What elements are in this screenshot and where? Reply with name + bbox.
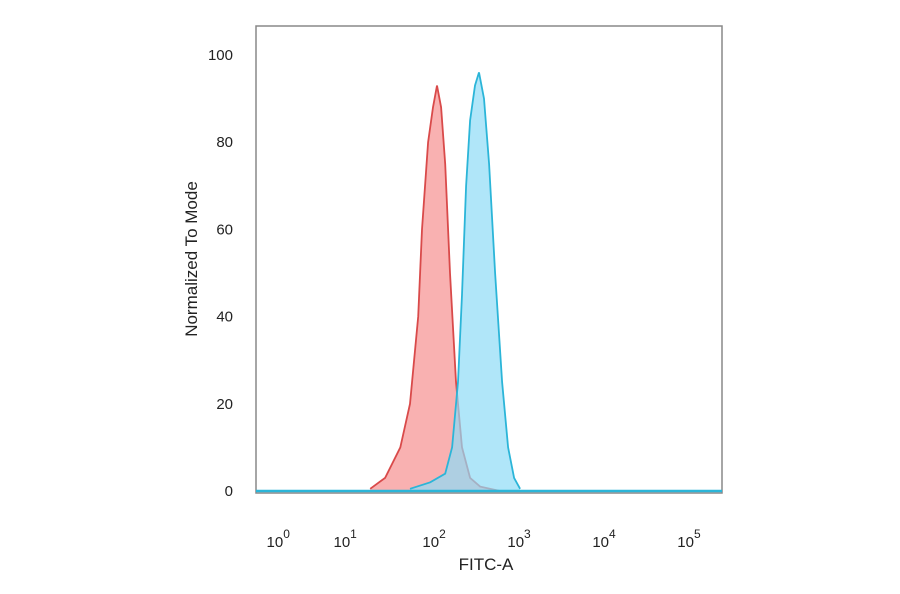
x-tick-label: 102 bbox=[422, 527, 446, 551]
y-tick-label: 60 bbox=[216, 221, 233, 238]
series-antibody-fill bbox=[410, 72, 521, 492]
y-tick-label: 40 bbox=[216, 309, 233, 326]
y-tick-label: 0 bbox=[225, 483, 233, 500]
x-tick-label: 104 bbox=[592, 527, 616, 551]
y-tick-label: 20 bbox=[216, 396, 233, 413]
x-tick-label: 101 bbox=[333, 527, 357, 551]
x-tick-label: 105 bbox=[677, 527, 701, 551]
series-antibody-line bbox=[409, 72, 521, 490]
series-control-fill bbox=[370, 85, 500, 491]
y-tick-label: 80 bbox=[216, 134, 233, 151]
x-tick-label: 100 bbox=[267, 527, 291, 551]
x-tick-label: 103 bbox=[507, 527, 531, 551]
y-axis-label: Normalized To Mode bbox=[182, 181, 201, 337]
y-tick-label: 100 bbox=[208, 47, 233, 64]
x-axis-label: FITC-A bbox=[459, 555, 514, 574]
